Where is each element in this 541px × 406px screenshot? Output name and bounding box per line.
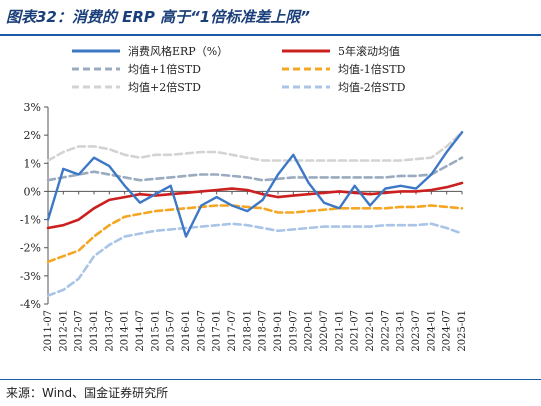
x-tick-label: 2015-01 [150,310,161,352]
legend-item: 5年滚动均值 [282,44,400,58]
x-tick-label: 2014-07 [135,310,146,352]
x-tick-label: 2020-01 [304,310,315,352]
source-divider [0,379,541,380]
legend-item: 消费风格ERP（%） [72,44,228,58]
y-tick-label: -3% [20,270,41,283]
legend-item: 均值+1倍STD [72,62,201,76]
x-tick-label: 2022-07 [380,310,391,352]
series-line [46,131,464,238]
x-tick-label: 2018-01 [242,310,253,352]
series-line [46,181,464,230]
legend-label: 均值+1倍STD [128,62,201,76]
x-tick-label: 2012-07 [74,310,85,352]
y-tick-label: 0% [24,185,41,198]
x-axis: 2011-07 2012-01 2012-07 2013-01 2013-07 2014-… [43,190,468,352]
legend-label: 消费风格ERP（%） [128,44,228,58]
x-tick-label: 2025-01 [457,310,468,352]
y-tick-label: 3% [24,101,41,114]
x-tick-label: 2018-07 [258,310,269,352]
chart-title: 图表32：消费的 ERP 高于“1倍标准差上限” [6,8,310,26]
x-tick-label: 2020-07 [319,310,330,352]
y-tick-label: -4% [20,298,41,311]
y-tick-label: -2% [20,242,41,255]
legend-label: 均值-2倍STD [338,80,406,94]
x-tick-label: 2015-07 [166,310,177,352]
x-tick-label: 2011-07 [43,310,54,352]
x-tick-label: 2023-01 [396,310,407,352]
legend-item: 均值-2倍STD [282,80,406,94]
source-note: 来源：Wind、国金证券研究所 [6,386,169,400]
x-tick-label: 2016-07 [196,310,207,352]
x-tick-label: 2023-07 [411,310,422,352]
x-tick-label: 2021-01 [334,310,345,352]
series-line [46,204,464,264]
x-tick-label: 2014-01 [120,310,131,352]
x-tick-label: 2024-07 [442,310,453,352]
series-line [46,131,464,162]
x-tick-label: 2021-07 [350,310,361,352]
x-tick-label: 2016-01 [181,310,192,352]
y-tick-label: -1% [20,214,41,227]
x-tick-label: 2019-01 [273,310,284,352]
legend-item: 均值-1倍STD [282,62,406,76]
x-tick-label: 2017-07 [227,310,238,352]
x-tick-label: 2024-01 [426,310,437,352]
x-tick-label: 2022-01 [365,310,376,352]
legend-item: 均值+2倍STD [72,80,201,94]
plot-area [46,131,464,297]
legend-label: 均值-1倍STD [338,62,406,76]
y-tick-label: 1% [24,157,41,170]
x-tick-label: 2017-01 [212,310,223,352]
series-line [46,222,464,297]
y-axis: 3% 2% 1% 0% -1% -2% -3% -4% [20,101,49,311]
legend-label: 5年滚动均值 [338,44,400,58]
x-tick-label: 2019-07 [288,310,299,352]
y-tick-label: 2% [24,129,41,142]
x-tick-label: 2012-01 [58,310,69,352]
x-tick-label: 2013-07 [104,310,115,352]
x-tick-label: 2013-01 [89,310,100,352]
legend-label: 均值+2倍STD [128,80,201,94]
title-bar: 图表32：消费的 ERP 高于“1倍标准差上限” [0,0,541,36]
